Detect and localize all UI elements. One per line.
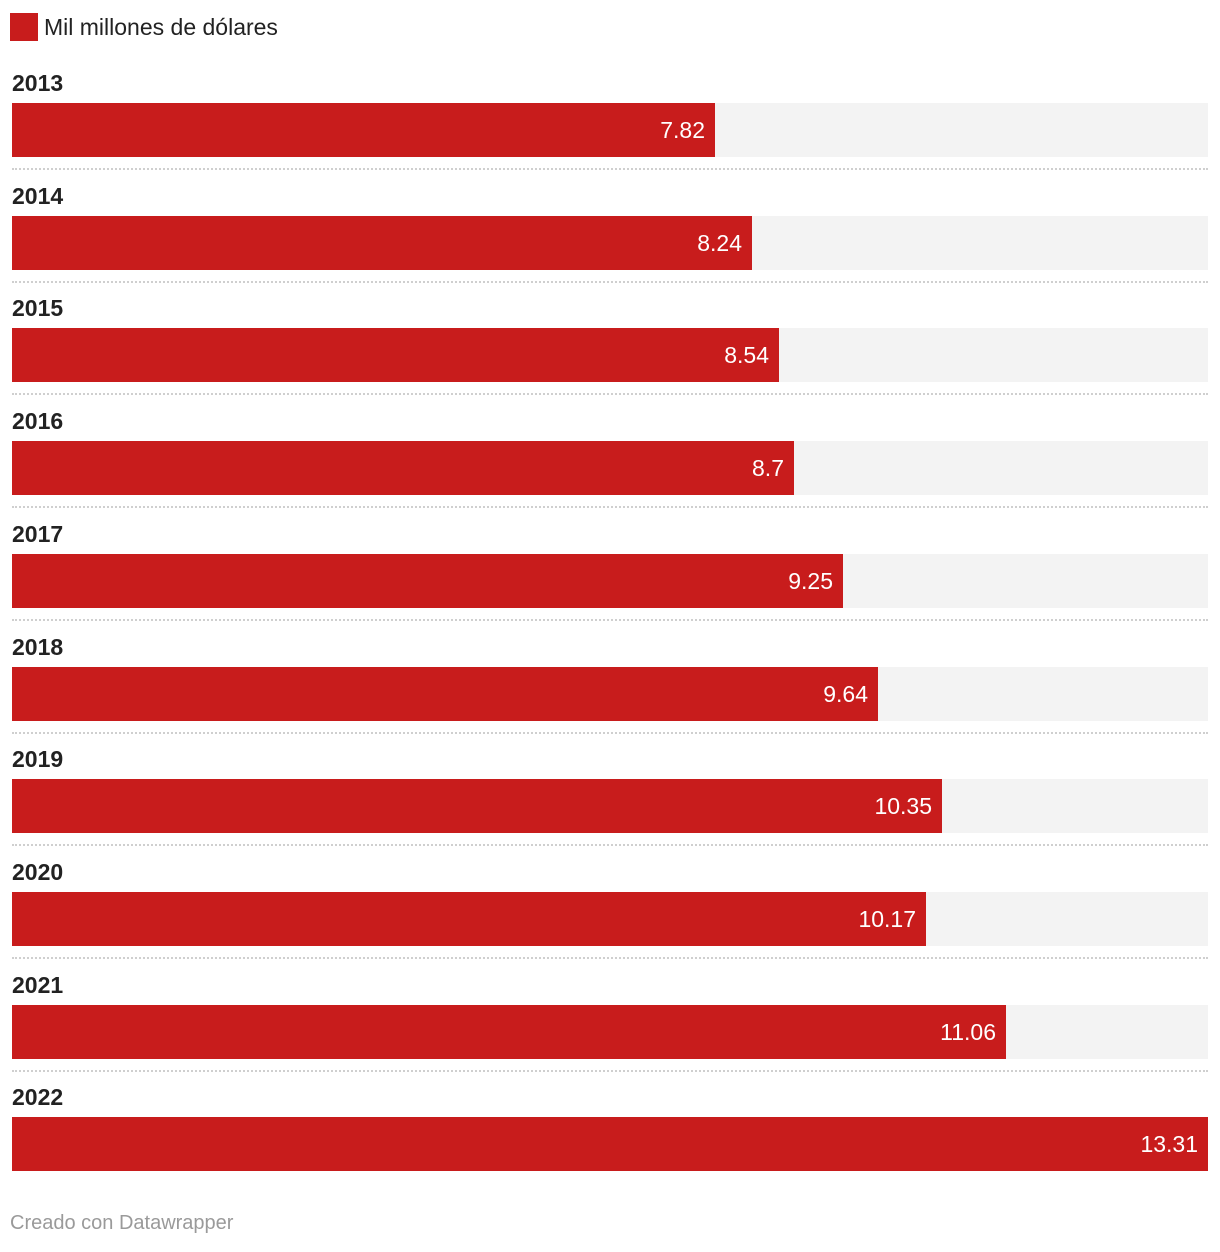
row-divider bbox=[12, 506, 1208, 509]
bar bbox=[12, 891, 926, 946]
bar-row-2018: 2018 9.64 bbox=[12, 632, 1208, 744]
category-label: 2019 bbox=[12, 746, 64, 773]
bar-row-2013: 2013 7.82 bbox=[12, 68, 1208, 180]
category-label: 2021 bbox=[12, 971, 64, 998]
bar-track: 9.25 bbox=[12, 553, 1208, 608]
bar-row-2020: 2020 10.17 bbox=[12, 857, 1208, 969]
category-label: 2015 bbox=[12, 295, 64, 322]
value-label: 9.25 bbox=[788, 567, 833, 594]
category-label: 2017 bbox=[12, 520, 64, 547]
value-label: 8.54 bbox=[724, 342, 769, 369]
row-divider bbox=[12, 844, 1208, 847]
bar bbox=[12, 441, 794, 496]
bar-track: 8.54 bbox=[12, 328, 1208, 383]
bar-track: 8.24 bbox=[12, 215, 1208, 270]
value-label: 10.17 bbox=[858, 905, 916, 932]
bar-track: 10.17 bbox=[12, 891, 1208, 946]
category-label: 2014 bbox=[12, 182, 64, 209]
bar-row-2015: 2015 8.54 bbox=[12, 293, 1208, 405]
bar-row-2014: 2014 8.24 bbox=[12, 181, 1208, 293]
bar-row-2016: 2016 8.7 bbox=[12, 406, 1208, 518]
category-label: 2018 bbox=[12, 633, 64, 660]
value-label: 11.06 bbox=[940, 1018, 996, 1045]
value-label: 9.64 bbox=[823, 680, 868, 707]
bar-row-2019: 2019 10.35 bbox=[12, 744, 1208, 856]
bar-track: 10.35 bbox=[12, 779, 1208, 834]
value-label: 13.31 bbox=[1140, 1131, 1198, 1158]
category-label: 2020 bbox=[12, 858, 64, 885]
bar bbox=[12, 553, 843, 608]
bar bbox=[12, 1117, 1208, 1172]
bar-track: 7.82 bbox=[12, 103, 1208, 157]
legend: Mil millones de dólares bbox=[10, 12, 278, 42]
bar-track: 11.06 bbox=[12, 1004, 1208, 1059]
category-label: 2013 bbox=[12, 70, 64, 96]
legend-swatch bbox=[10, 13, 38, 41]
bar-row-2017: 2017 9.25 bbox=[12, 519, 1208, 631]
credit-text[interactable]: Creado con Datawrapper bbox=[10, 1212, 234, 1234]
bar-row-2021: 2021 11.06 bbox=[12, 970, 1208, 1082]
bar-row-2022: 2022 13.31 bbox=[12, 1082, 1208, 1194]
bar bbox=[12, 779, 942, 834]
bar bbox=[12, 666, 878, 721]
bar bbox=[12, 215, 752, 270]
bar-track: 9.64 bbox=[12, 666, 1208, 721]
category-label: 2022 bbox=[12, 1084, 64, 1111]
legend-label: Mil millones de dólares bbox=[44, 13, 278, 40]
bar-track: 13.31 bbox=[12, 1117, 1208, 1172]
row-divider bbox=[12, 618, 1208, 621]
bar bbox=[12, 328, 779, 383]
value-label: 8.24 bbox=[697, 229, 742, 256]
row-divider bbox=[12, 956, 1208, 959]
category-label: 2016 bbox=[12, 408, 64, 435]
bar-track: 8.7 bbox=[12, 441, 1208, 496]
bar bbox=[12, 1004, 1006, 1059]
row-divider bbox=[12, 731, 1208, 734]
row-divider bbox=[12, 393, 1208, 396]
value-label: 10.35 bbox=[874, 793, 932, 820]
row-divider bbox=[12, 168, 1208, 170]
row-divider bbox=[12, 280, 1208, 283]
value-label: 8.7 bbox=[752, 455, 784, 482]
bar bbox=[12, 103, 715, 157]
row-divider bbox=[12, 1069, 1208, 1072]
value-label: 7.82 bbox=[660, 117, 705, 143]
